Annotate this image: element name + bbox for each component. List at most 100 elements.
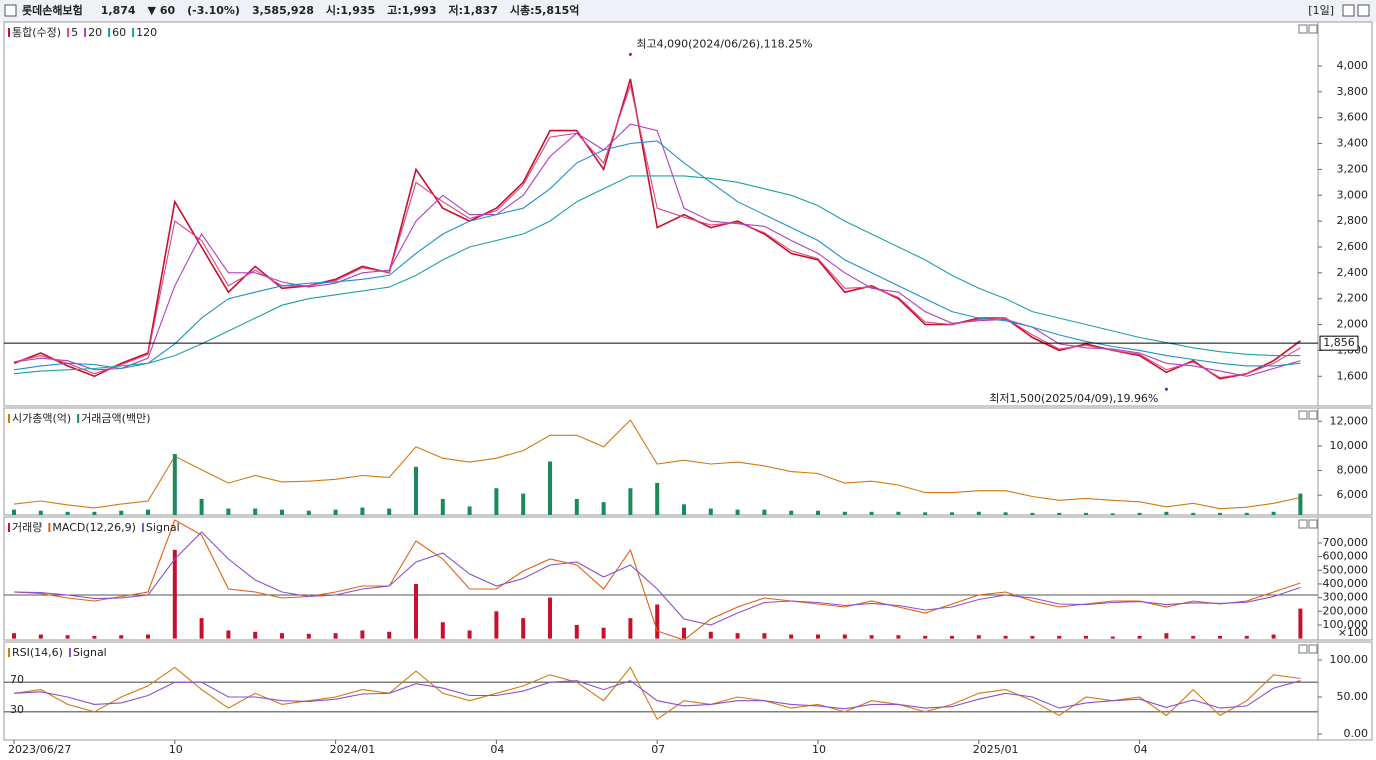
- bar: [440, 498, 445, 515]
- legend-swatch: [68, 648, 71, 657]
- bar: [816, 510, 820, 515]
- bar: [1244, 512, 1249, 515]
- panel-button[interactable]: [1298, 644, 1308, 654]
- bar: [12, 509, 16, 515]
- header-item: (-3.10%): [187, 4, 240, 17]
- legend-label: 120: [136, 26, 157, 39]
- x-tick-label: 04: [490, 743, 504, 756]
- bar: [253, 508, 258, 515]
- bar: [119, 510, 124, 515]
- series-line: [13, 83, 1301, 379]
- series-line: [13, 123, 1301, 377]
- checkbox[interactable]: [4, 4, 17, 17]
- y-tick-label: 2,600: [1337, 240, 1369, 253]
- header-item: 고:1,993: [387, 4, 436, 17]
- legend-label: 시가총액(억): [12, 412, 71, 425]
- bar: [1164, 633, 1169, 639]
- panel-button[interactable]: [1308, 644, 1318, 654]
- bar: [92, 635, 97, 639]
- panel-button[interactable]: [1308, 410, 1318, 420]
- bar: [440, 622, 445, 639]
- bar: [38, 634, 43, 639]
- bar: [387, 631, 392, 639]
- header-item: 1,874: [101, 4, 136, 17]
- y-tick-label: 8,000: [1337, 464, 1369, 477]
- panel-frame: [3, 21, 1373, 407]
- legend-label: 20: [88, 26, 102, 39]
- y-tick-label: 3,600: [1337, 111, 1369, 124]
- legend-swatch: [132, 28, 135, 37]
- panel-button[interactable]: [1298, 519, 1308, 529]
- bar: [306, 633, 311, 639]
- bar: [789, 634, 794, 639]
- annotation-point: [628, 52, 632, 56]
- bar: [735, 633, 740, 639]
- bar: [1191, 512, 1196, 515]
- y-tick-label: 2,800: [1337, 214, 1369, 227]
- bar: [12, 633, 16, 639]
- y-tick-label: 700,000: [1323, 536, 1369, 549]
- bar: [842, 511, 847, 515]
- panel-frame: [3, 641, 1373, 741]
- legend-label: 60: [112, 26, 126, 39]
- bar: [172, 549, 177, 639]
- bar: [494, 488, 499, 515]
- panel-button[interactable]: [1308, 519, 1318, 529]
- panel-button[interactable]: [1308, 24, 1318, 34]
- bar: [199, 618, 204, 639]
- bar: [1218, 512, 1222, 515]
- bar: [708, 508, 713, 515]
- x-tick-label: 10: [169, 743, 183, 756]
- legend-swatch: [8, 523, 10, 532]
- x-tick-label: 2023/06/27: [8, 743, 71, 756]
- price-label: 1,856: [1323, 336, 1355, 349]
- y-tick-label: 12,000: [1330, 414, 1369, 427]
- y-tick-label: 0.00: [1344, 727, 1369, 740]
- bar: [199, 498, 204, 515]
- bar: [467, 630, 472, 639]
- y-tick-label: 6,000: [1337, 488, 1369, 501]
- bar: [1271, 511, 1276, 515]
- bar: [494, 611, 499, 639]
- bar: [1110, 513, 1115, 515]
- bar: [119, 635, 124, 639]
- bar: [896, 511, 901, 515]
- minimize-button[interactable]: [1342, 4, 1355, 17]
- y-tick-label: 2,200: [1337, 292, 1369, 305]
- bar: [762, 633, 767, 639]
- bar: [762, 509, 767, 515]
- bar: [735, 509, 740, 515]
- close-button[interactable]: [1357, 4, 1370, 17]
- bar: [253, 631, 258, 639]
- header-item: 시:1,935: [326, 4, 375, 17]
- bar: [1137, 635, 1142, 639]
- level-label: 70: [10, 673, 24, 686]
- series-line: [13, 666, 1301, 721]
- bar: [923, 512, 928, 515]
- bar: [360, 507, 365, 515]
- bar: [146, 634, 150, 639]
- period[interactable]: [1일]: [1308, 3, 1334, 17]
- panel-button[interactable]: [1298, 410, 1308, 420]
- legend-swatch: [108, 28, 111, 37]
- bar: [950, 635, 954, 639]
- bar: [842, 634, 847, 639]
- bar: [950, 512, 954, 515]
- x-tick-label: 2024/01: [330, 743, 376, 756]
- panel-button[interactable]: [1298, 24, 1308, 34]
- legend-label: MACD(12,26,9): [52, 521, 136, 534]
- bar: [548, 597, 552, 639]
- y-tick-label: 400,000: [1323, 577, 1369, 590]
- y-tick-label: 200,000: [1323, 604, 1369, 617]
- header-item: ▼ 60: [148, 4, 176, 17]
- y-tick-label: 100,000: [1323, 618, 1369, 631]
- legend-swatch: [8, 28, 10, 37]
- bar: [226, 630, 231, 639]
- bar: [1244, 635, 1249, 639]
- bar: [521, 493, 526, 515]
- bar: [280, 509, 284, 515]
- legend-swatch: [8, 414, 10, 423]
- legend-label: 통합(수정): [12, 26, 61, 39]
- x-tick-label: 04: [1134, 743, 1148, 756]
